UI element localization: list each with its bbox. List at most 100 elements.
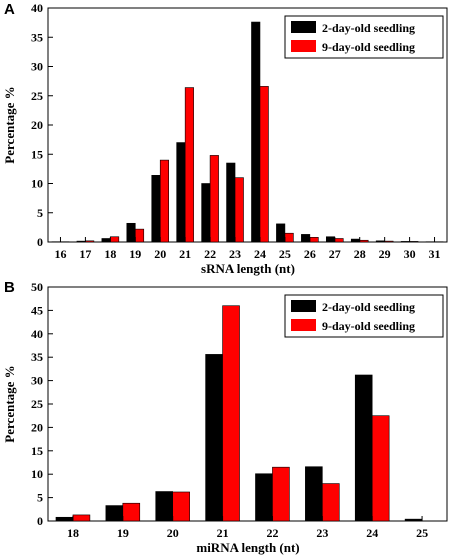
- panel-b-legend-swatch-2: [291, 319, 316, 331]
- panel-a-bar-day9-25: [284, 232, 294, 243]
- panel-a-xtick-label-18: 18: [104, 247, 116, 261]
- panel-a-ytick-label-40: 40: [31, 1, 43, 15]
- panel-b-bar-day2-21: [205, 354, 223, 522]
- panel-a-xtick-label-23: 23: [229, 247, 241, 261]
- panel-b-ytick-label-20: 20: [31, 420, 43, 434]
- panel-b-letter: B: [4, 279, 15, 296]
- panel-a-bar-day2-28: [350, 238, 361, 243]
- panel-b-ytick-label-15: 15: [31, 444, 43, 458]
- panel-a-bar-day9-19: [134, 228, 145, 243]
- panel-b-ytick-label-30: 30: [31, 374, 43, 388]
- panel-b-xlabel: miRNA length (nt): [196, 540, 299, 555]
- panel-a-bar-day9-21: [184, 87, 194, 243]
- panel-b-xtick-label-25: 25: [416, 526, 428, 540]
- panel-a: A 0 5 10 15 20 25 30 35 40 16 17 18 19 20 21 22 23 24 25 2…: [2, 1, 448, 276]
- panel-a-letter: A: [4, 1, 15, 18]
- panel-a-bar-day2-29: [375, 240, 385, 243]
- panel-a-bar-day2-23: [226, 162, 236, 243]
- panel-a-bar-day9-22: [209, 155, 219, 243]
- panel-b-bar-day9-18: [72, 514, 91, 522]
- panel-a-xtick-label-24: 24: [254, 247, 266, 261]
- panel-a-legend-swatch-1: [291, 21, 316, 33]
- panel-b-bar-day9-22: [272, 466, 290, 522]
- panel-b-bar-day9-23: [322, 483, 340, 522]
- panel-b-y-ticks: 0 5 10 15 20 25 30 35 40 45 50: [31, 280, 53, 528]
- panel-b-bar-day2-19: [105, 505, 124, 522]
- panel-a-xtick-label-29: 29: [379, 247, 391, 261]
- panel-a-xtick-label-22: 22: [204, 247, 216, 261]
- panel-b-legend-label-1: 2-day-old seedling: [322, 300, 415, 314]
- panel-b-legend-swatch-1: [291, 300, 316, 312]
- panel-a-xlabel: sRNA length (nt): [201, 261, 295, 276]
- panel-a-ytick-label-10: 10: [31, 177, 43, 191]
- panel-b-bar-day9-21: [222, 305, 240, 522]
- panel-a-bar-day9-18: [110, 236, 120, 243]
- panel-b-xtick-label-20: 20: [167, 526, 179, 540]
- panel-a-ytick-label-15: 15: [31, 147, 43, 161]
- panel-b-ylabel: Percentage %: [2, 365, 17, 442]
- panel-a-legend-label-1: 2-day-old seedling: [322, 21, 415, 35]
- panel-b-bar-day9-19: [122, 502, 141, 522]
- panel-a-legend-label-2: 9-day-old seedling: [322, 40, 415, 54]
- panel-b-ytick-label-50: 50: [31, 280, 43, 294]
- panel-a-ytick-label-30: 30: [31, 60, 43, 74]
- panel-b-xtick-label-24: 24: [366, 526, 378, 540]
- panel-a-bar-day9-28: [359, 239, 369, 243]
- panel-a-bar-day9-30: [409, 241, 419, 243]
- panel-a-ytick-label-5: 5: [37, 206, 43, 220]
- panel-a-bar-day2-25: [276, 223, 286, 243]
- panel-b-bars: [55, 305, 423, 522]
- panel-a-ylabel: Percentage %: [2, 86, 17, 163]
- panel-a-xtick-label-31: 31: [429, 247, 441, 261]
- panel-b-bar-day2-23: [305, 466, 323, 522]
- panel-a-bar-day9-23: [234, 177, 244, 243]
- panel-a-bar-day9-20: [159, 159, 170, 243]
- panel-b-bar-day9-20: [172, 491, 190, 522]
- panel-b-ytick-label-35: 35: [31, 350, 43, 364]
- panel-a-xtick-label-21: 21: [179, 247, 191, 261]
- panel-a-y-ticks: 0 5 10 15 20 25 30 35 40: [31, 1, 53, 249]
- panel-a-bar-day2-19: [126, 222, 136, 243]
- panel-a-xtick-label-28: 28: [354, 247, 366, 261]
- panel-a-xtick-label-30: 30: [404, 247, 416, 261]
- panel-a-legend: 2-day-old seedling 9-day-old seedling: [284, 15, 444, 59]
- panel-a-bar-day2-27: [325, 236, 336, 243]
- panel-b-ytick-label-45: 45: [31, 303, 43, 317]
- panel-b-bar-day9-24: [371, 415, 390, 522]
- panel-b-ytick-label-5: 5: [37, 491, 43, 505]
- panel-a-ytick-label-20: 20: [31, 118, 43, 132]
- panel-a-legend-swatch-2: [291, 40, 316, 52]
- panel-a-bar-day2-18: [101, 238, 111, 243]
- panel-a-bar-day2-30: [400, 241, 410, 243]
- panel-b-xtick-label-21: 21: [217, 526, 229, 540]
- panel-a-ytick-label-25: 25: [31, 89, 43, 103]
- panel-b-bar-day2-18: [55, 516, 74, 522]
- panel-a-bar-day2-26: [301, 234, 311, 243]
- panel-a-bar-day2-24: [251, 21, 261, 243]
- panel-b-legend: 2-day-old seedling 9-day-old seedling: [284, 294, 444, 338]
- panel-a-bar-day9-17: [85, 240, 95, 243]
- panel-b-x-ticks: 18 19 20 21 22 23 24 25: [67, 516, 428, 540]
- panel-a-bars: [51, 21, 444, 243]
- panel-b-xtick-label-19: 19: [117, 526, 129, 540]
- panel-a-bar-day2-22: [201, 183, 211, 243]
- panel-a-bar-day9-24: [259, 86, 269, 243]
- panel-b-ytick-label-40: 40: [31, 327, 43, 341]
- panel-b-xtick-label-18: 18: [67, 526, 79, 540]
- panel-a-xtick-label-27: 27: [329, 247, 341, 261]
- panel-a-xtick-label-25: 25: [279, 247, 291, 261]
- panel-b-legend-label-2: 9-day-old seedling: [322, 319, 415, 333]
- panel-a-bar-day2-20: [151, 175, 161, 243]
- panel-b-bar-day2-25: [404, 518, 423, 522]
- panel-a-bar-day9-26: [309, 237, 319, 243]
- panel-a-bar-day2-17: [76, 240, 86, 243]
- panel-a-bar-day2-21: [176, 142, 186, 243]
- panel-b-bar-day2-22: [255, 473, 273, 522]
- panel-a-xtick-label-20: 20: [154, 247, 166, 261]
- panel-a-xtick-label-26: 26: [304, 247, 316, 261]
- panel-a-ytick-label-35: 35: [31, 30, 43, 44]
- panel-b-ytick-label-25: 25: [31, 397, 43, 411]
- panel-a-bar-day9-27: [334, 238, 344, 243]
